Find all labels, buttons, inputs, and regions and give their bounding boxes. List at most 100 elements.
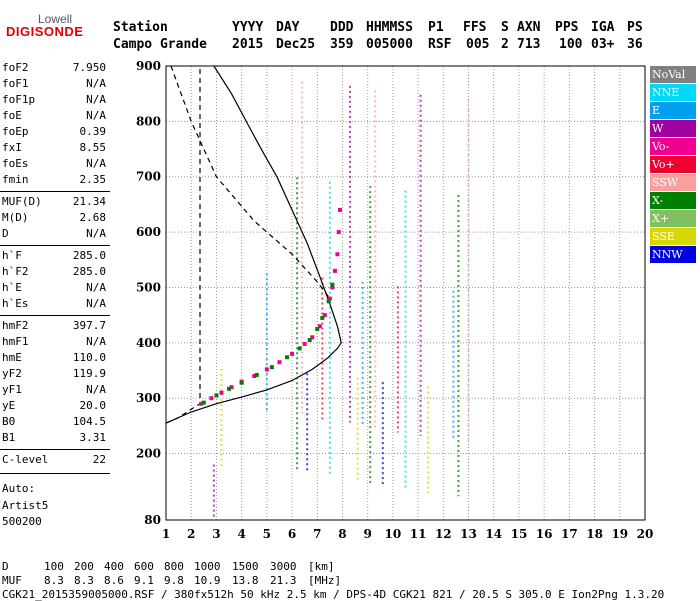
header-value: 359 <box>330 37 354 52</box>
parameter-row: h`F2 285.0 <box>2 265 106 279</box>
parameter-name: h`F <box>2 249 22 262</box>
header-value: 005000 <box>366 37 413 52</box>
x-tick-label: 1 <box>162 527 170 541</box>
trace-point <box>310 335 315 340</box>
parameter-value: 3.31 <box>79 431 107 444</box>
parameter-name: h`E <box>2 281 22 294</box>
trace-point <box>330 285 335 290</box>
distance-value: 600 <box>134 560 154 573</box>
parameter-value: N/A <box>86 227 106 240</box>
header-label: FFS <box>463 20 487 35</box>
parameter-name: B1 <box>2 431 16 444</box>
legend-item: X+ <box>650 210 696 227</box>
parameter-value: 285.0 <box>72 249 106 262</box>
parameter-row: yE 20.0 <box>2 399 106 413</box>
muf-value: 9.1 <box>134 574 154 587</box>
trace-point <box>209 396 214 401</box>
trace-point <box>229 385 234 390</box>
trace-point <box>317 324 322 329</box>
legend-item: NoVal <box>650 66 696 83</box>
parameter-row: foF1p N/A <box>2 93 106 107</box>
trace-point <box>297 346 302 351</box>
header-value: 713 <box>517 37 541 52</box>
separator <box>0 191 110 192</box>
header-value: Dec25 <box>276 37 316 52</box>
legend-item: Vo+ <box>650 156 696 173</box>
x-tick-label: 11 <box>410 527 427 541</box>
trace-point <box>219 390 224 395</box>
distance-label: D <box>2 560 9 573</box>
parameter-row: foE N/A <box>2 109 106 123</box>
profile-line <box>165 65 342 424</box>
distance-value: 200 <box>74 560 94 573</box>
separator <box>0 315 110 316</box>
parameter-value: 7.950 <box>72 61 106 74</box>
parameter-row: C-level 22 <box>2 453 106 467</box>
muf-unit: [MHz] <box>308 574 342 587</box>
header-label: PS <box>627 20 643 35</box>
x-tick-label: 4 <box>237 527 245 541</box>
header-value: 2 <box>501 37 509 52</box>
muf-value: 10.9 <box>194 574 221 587</box>
muf-label: MUF <box>2 574 22 587</box>
x-tick-label: 5 <box>263 527 271 541</box>
parameter-name: foF1p <box>2 93 36 106</box>
trace-point <box>332 268 337 273</box>
header-label: HHMMSS <box>366 20 413 35</box>
trace-point <box>320 315 325 320</box>
distance-value: 3000 <box>270 560 297 573</box>
legend-item: SSE <box>650 228 696 245</box>
parameter-name: fxI <box>2 141 22 154</box>
parameter-value: N/A <box>86 109 106 122</box>
separator <box>0 473 110 474</box>
version-label: 500200 <box>2 515 42 528</box>
x-tick-label: 19 <box>611 527 628 541</box>
parameter-value: 285.0 <box>72 265 106 278</box>
parameter-name: h`Es <box>2 297 29 310</box>
trace-point <box>199 401 204 406</box>
y-tick-label: 400 <box>136 336 161 350</box>
x-tick-label: 10 <box>385 527 402 541</box>
trace-point <box>227 386 232 391</box>
legend-item: W <box>650 120 696 137</box>
y-tick-label: 900 <box>136 59 161 73</box>
trace-point <box>264 367 269 372</box>
y-tick-label: 500 <box>136 280 161 294</box>
trace-point <box>302 341 307 346</box>
lowell-logo-text: Lowell <box>38 12 73 26</box>
parameter-value: 20.0 <box>79 399 107 412</box>
artist-label: Artist5 <box>2 499 49 512</box>
parameter-row: B0 104.5 <box>2 415 106 429</box>
trace-point <box>326 299 331 304</box>
header-label: S <box>501 20 509 35</box>
trace-point <box>239 380 244 385</box>
trace-point <box>330 282 335 287</box>
profile-dashed-line <box>165 66 201 424</box>
parameter-row: h`E N/A <box>2 281 106 295</box>
trace-point <box>277 360 282 365</box>
legend-item: NNW <box>650 246 696 263</box>
x-tick-label: 13 <box>460 527 477 541</box>
parameter-name: hmE <box>2 351 22 364</box>
y-tick-label: 80 <box>144 513 161 527</box>
distance-value: 1500 <box>232 560 259 573</box>
parameter-name: C-level <box>2 453 49 466</box>
x-tick-label: 17 <box>561 527 578 541</box>
header-label: IGA <box>591 20 615 35</box>
parameter-name: foEs <box>2 157 29 170</box>
trace-point <box>327 296 332 301</box>
x-tick-label: 6 <box>288 527 296 541</box>
parameter-name: yE <box>2 399 16 412</box>
header-value: 005 <box>466 37 490 52</box>
x-tick-label: 18 <box>586 527 603 541</box>
header-label: Station <box>113 20 168 35</box>
parameter-row: D N/A <box>2 227 106 241</box>
parameter-name: M(D) <box>2 211 29 224</box>
legend-item: SSW <box>650 174 696 191</box>
parameter-value: 2.68 <box>79 211 107 224</box>
muf-value: 21.3 <box>270 574 297 587</box>
y-tick-label: 800 <box>136 114 161 128</box>
trace-point <box>336 230 341 235</box>
x-tick-label: 2 <box>187 527 195 541</box>
y-tick-label: 700 <box>136 170 161 184</box>
